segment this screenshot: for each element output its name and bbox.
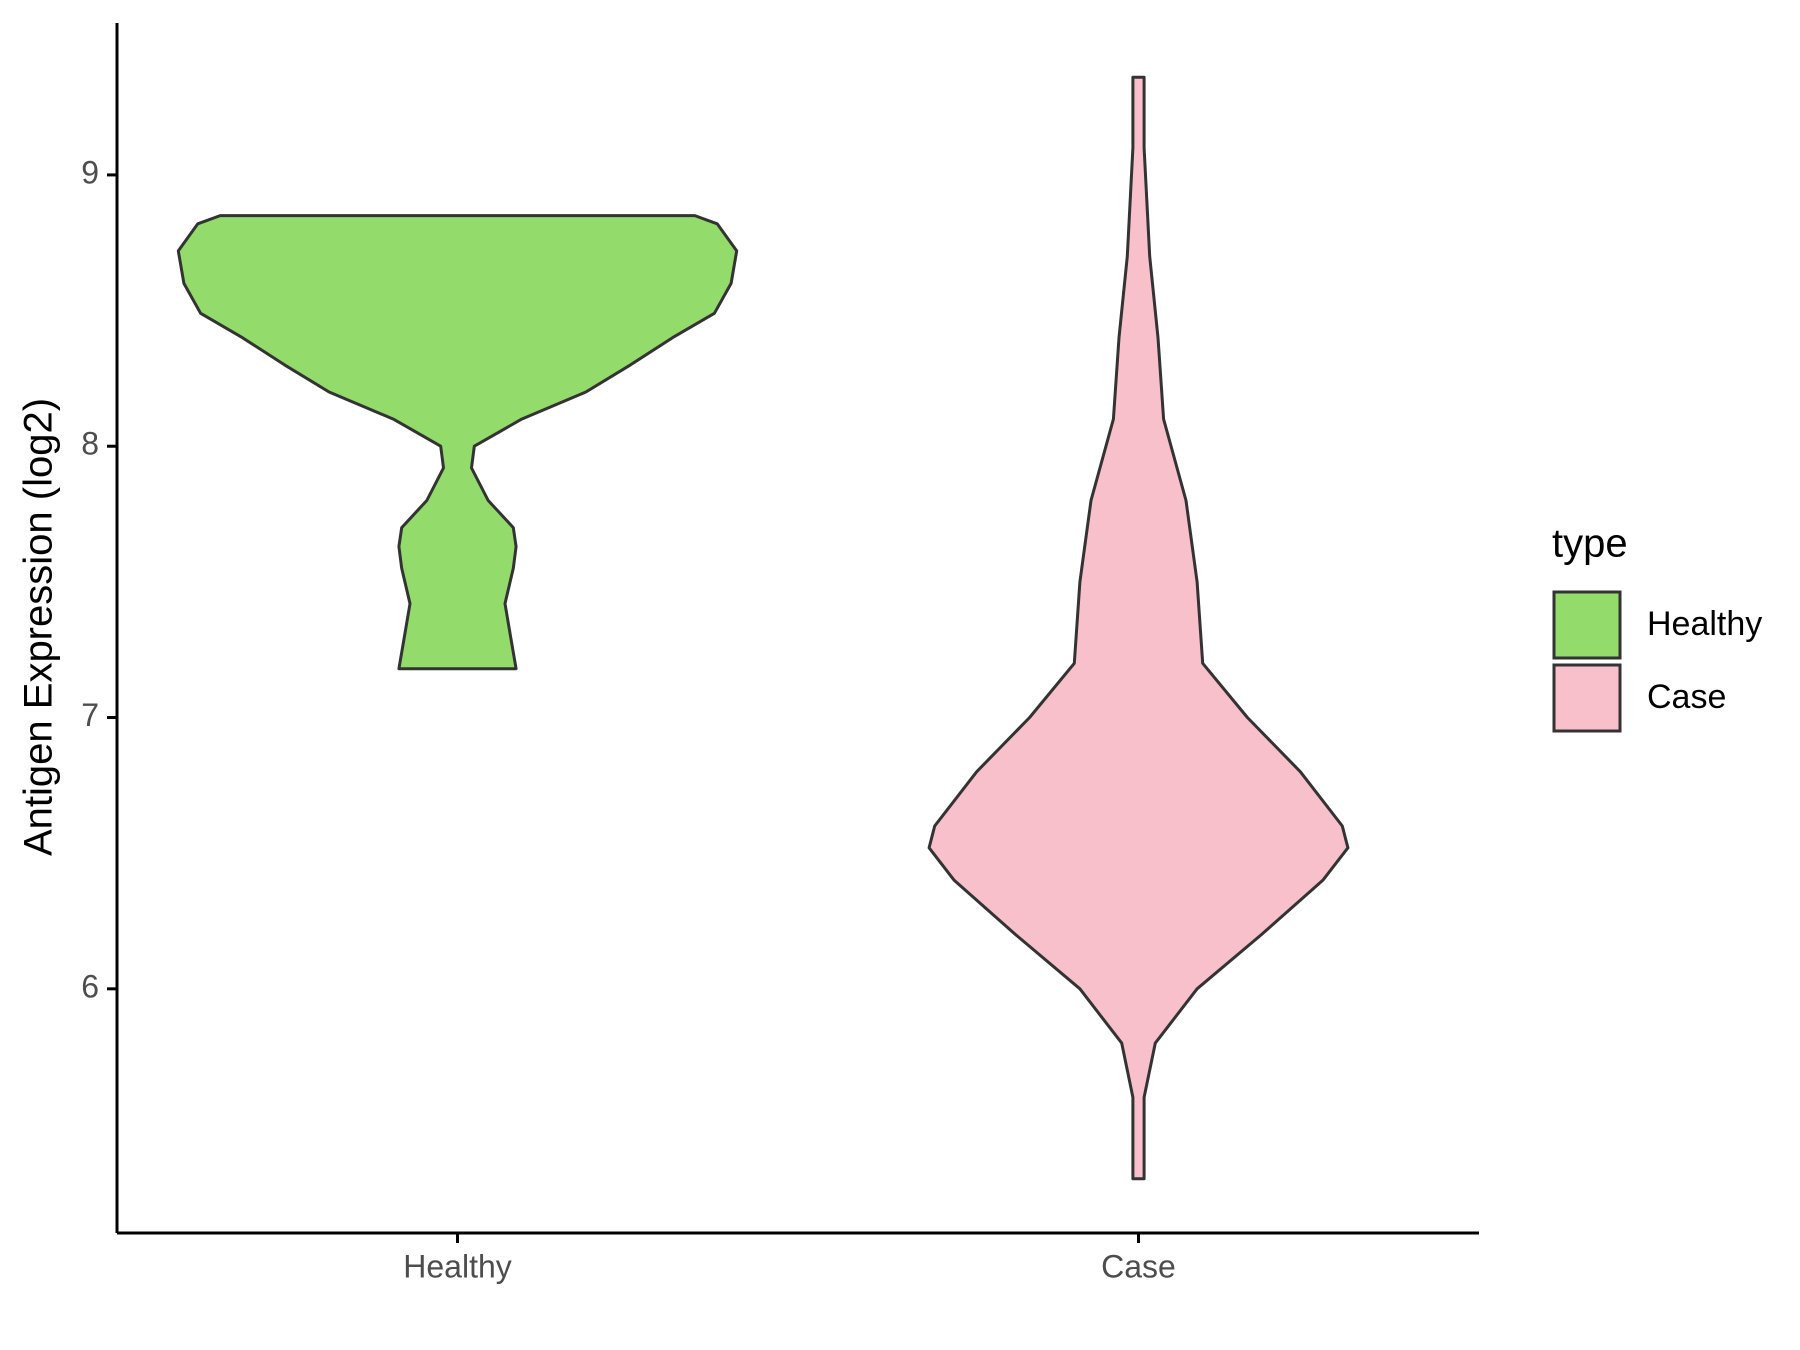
legend-title: type (1552, 522, 1628, 566)
y-tick-label: 6 (81, 968, 99, 1004)
legend-key (1552, 590, 1622, 660)
legend-label: Case (1647, 678, 1726, 716)
violin (176, 214, 739, 671)
y-tick-label: 8 (81, 426, 99, 462)
y-axis-title: Antigen Expression (log2) (17, 398, 61, 856)
x-tick-label: Case (1101, 1248, 1176, 1284)
x-tick-label: Healthy (403, 1248, 512, 1284)
legend-key (1552, 663, 1622, 733)
legend-label: Healthy (1647, 605, 1762, 643)
violin (927, 75, 1350, 1181)
y-tick-label: 7 (81, 697, 99, 733)
y-tick-label: 9 (81, 154, 99, 190)
